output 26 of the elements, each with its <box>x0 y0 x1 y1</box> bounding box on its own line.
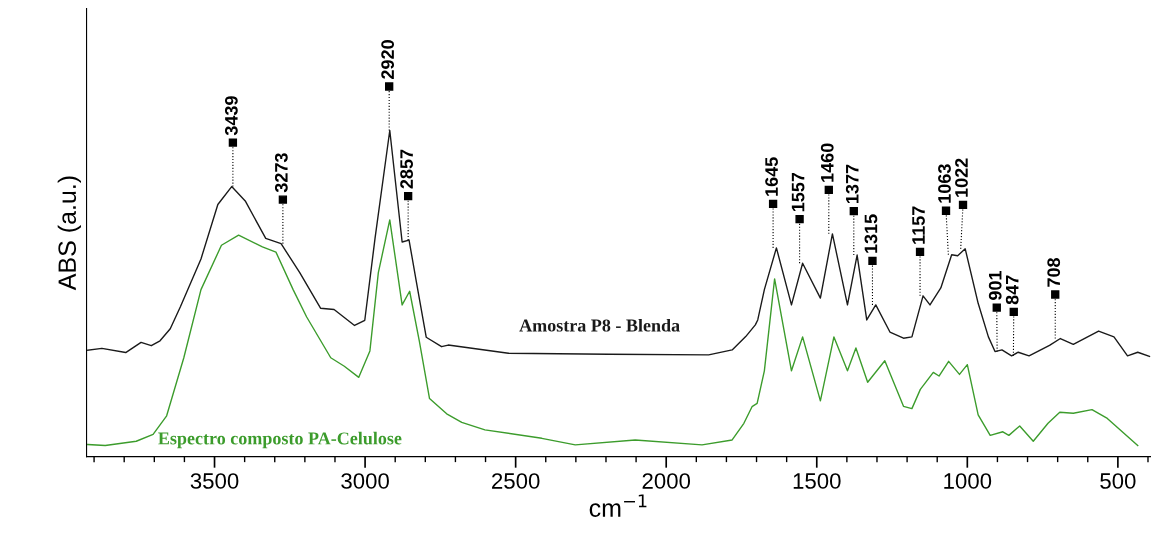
annotation: 1022 <box>955 158 968 197</box>
x-axis-title: cm$^{−1}$ <box>589 494 647 518</box>
x-tick-label: 500 <box>1100 473 1136 489</box>
annotation: 1557 <box>791 172 805 212</box>
annotation: 3439 <box>224 96 238 136</box>
annotation: 3273 <box>274 153 288 193</box>
series-label: Amostra P8 - Blenda <box>519 318 680 332</box>
x-tick-label: 1000 <box>944 473 992 489</box>
x-tick-label: 3000 <box>341 473 389 489</box>
annotation: 1460 <box>820 143 834 182</box>
x-tick-label: 2500 <box>492 473 540 489</box>
annotation: 2920 <box>381 40 395 79</box>
series-label: Espectro composto PA-Celulose <box>158 431 402 449</box>
annotation: 847 <box>1005 275 1019 305</box>
annotation: 1645 <box>765 157 778 196</box>
annotation: 1315 <box>864 214 878 253</box>
annotation: 2857 <box>400 149 413 189</box>
annotation: 708 <box>1047 258 1061 287</box>
annotation: 901 <box>988 271 1002 300</box>
x-tick-label: 2000 <box>642 473 691 489</box>
x-tick-label: 1500 <box>793 473 841 489</box>
annotation: 1377 <box>845 164 859 203</box>
annotation: 1157 <box>912 206 925 244</box>
x-tick-label: 3500 <box>190 473 239 489</box>
annotation: 1063 <box>938 164 951 203</box>
y-axis-title: ABS (a.u.) <box>57 176 81 291</box>
